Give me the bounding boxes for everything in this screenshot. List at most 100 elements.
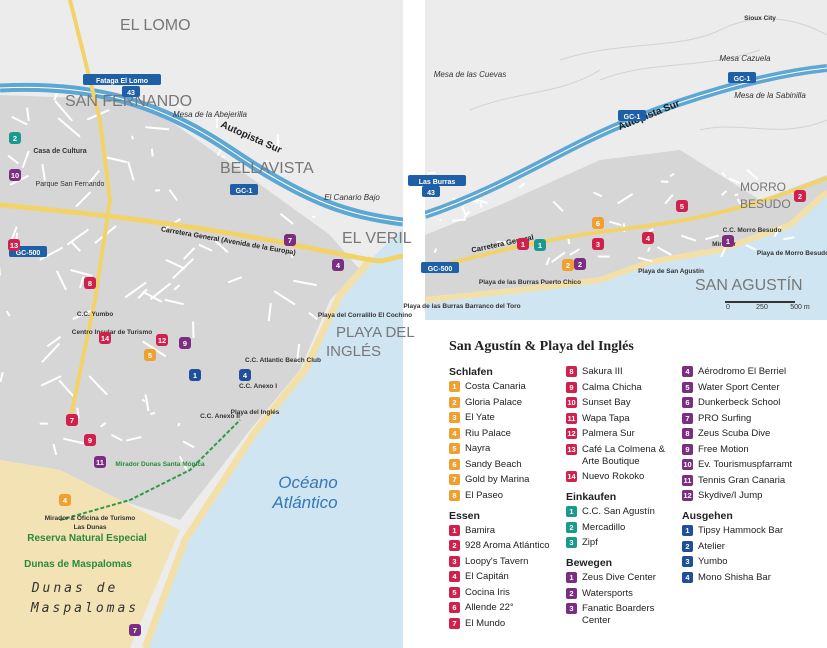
poi-marker (66, 414, 78, 426)
street (227, 276, 243, 284)
legend-badge: 3 (566, 537, 577, 548)
street (0, 372, 4, 383)
legend-badge: 14 (566, 471, 577, 482)
street (41, 164, 46, 181)
legend-name: Zipf (582, 537, 598, 548)
legend-badge: 12 (566, 428, 577, 439)
legend-badge: 1 (449, 524, 460, 536)
road-sign-label: GC-500 (16, 250, 41, 257)
place-label: El Canario Bajo (324, 193, 380, 202)
poi-number: 12 (158, 336, 166, 345)
place-label: Playa del Corralillo El Cochino (318, 312, 412, 319)
legend-item: 8 Zeus Scuba Dive (682, 428, 798, 440)
place-label: BELLAVISTA (220, 160, 314, 177)
place-label: Playa de las Burras Barranco del Toro (403, 303, 520, 310)
legend-badge: 5 (682, 381, 693, 393)
street (11, 115, 28, 126)
legend-item: 12 Palmera Sur (566, 428, 682, 440)
legend-badge: 12 (682, 490, 693, 501)
legend-item: 13 Café La Colmena & Arte Boutique (566, 443, 682, 468)
street (150, 411, 156, 415)
legend-name: El Mundo (465, 617, 506, 629)
legend-name: Sandy Beach (465, 458, 522, 470)
poi-number: 1 (726, 237, 730, 246)
street (178, 455, 188, 471)
street (664, 194, 674, 205)
street (439, 218, 442, 222)
poi-marker (722, 235, 734, 247)
legend-item: 6 Sandy Beach (449, 458, 565, 471)
legend-item: 6 Allende 22° (449, 602, 565, 614)
place-label: Las Dunas (74, 524, 107, 531)
legend-name: Ev. Tourismuspfarramt (698, 459, 793, 470)
poi-number: 5 (148, 351, 152, 360)
legend-heading: Schlafen (449, 366, 493, 378)
legend-item: 3 Fanatic Boarders Center (566, 603, 682, 627)
road-sign (122, 86, 140, 97)
road-sign-label: 43 (427, 190, 435, 197)
poi-marker (8, 239, 20, 251)
legend-badge: 5 (449, 586, 460, 598)
poi-marker (332, 259, 344, 271)
street (265, 159, 275, 166)
poi-marker (129, 624, 141, 636)
place-label: Mesa de la Sabinilla (734, 91, 806, 100)
street (76, 407, 80, 419)
street (164, 298, 184, 306)
street (433, 248, 438, 254)
legend-item: 3 Zipf (566, 537, 682, 549)
legend-badge: 3 (682, 556, 693, 567)
legend-item: 1 Zeus Dive Center (566, 572, 682, 584)
street (496, 240, 509, 244)
place-label: INGLÉS (326, 343, 381, 360)
scale-label: 500 m (790, 304, 810, 311)
street (70, 269, 93, 277)
road-sign-label: GC-500 (428, 266, 453, 273)
legend-name: Allende 22° (465, 602, 514, 613)
poi-marker (562, 259, 574, 271)
legend-item: 5 Nayra (449, 443, 565, 455)
poi-marker (84, 434, 96, 446)
poi-number: 3 (596, 240, 600, 249)
street (569, 248, 581, 256)
legend-badge: 11 (566, 412, 577, 424)
legend-badge: 7 (682, 412, 693, 424)
legend-badge: 6 (449, 458, 460, 470)
legend-badge: 4 (682, 366, 693, 377)
street (550, 251, 566, 264)
legend-item: 2 Watersports (566, 587, 682, 600)
legend-item: 1 Costa Canaria (449, 381, 565, 393)
legend-name: Palmera Sur (582, 428, 635, 439)
street (736, 198, 742, 205)
legend-badge: 11 (682, 474, 693, 486)
street (165, 258, 186, 270)
street (783, 236, 795, 241)
legend-name: Sakura III (582, 366, 623, 377)
street (55, 270, 67, 291)
street (100, 421, 107, 428)
legend-item: 11 Tennis Gran Canaria (682, 474, 798, 487)
legend-item: 4 El Capitán (449, 571, 565, 583)
legend-name: Skydive/I Jump (698, 490, 763, 501)
road-sign-label: GC-1 (734, 76, 751, 83)
street (221, 155, 225, 158)
legend-badge: 8 (566, 366, 577, 377)
poi-marker (574, 258, 586, 270)
legend-item: 4 Riu Palace (449, 427, 565, 440)
place-label: Reserva Natural Especial (27, 533, 147, 544)
legend-name: Sunset Bay (582, 397, 631, 408)
place-label: SAN AGUSTÍN (695, 275, 803, 294)
street (125, 436, 142, 442)
poi-number: 13 (10, 241, 18, 250)
place-label: Playa de Morro Besudo (757, 250, 827, 257)
poi-number: 4 (646, 234, 651, 243)
road-sign-label: Fataga El Lomo (96, 78, 148, 85)
street (54, 100, 74, 122)
legend-name: Atelier (698, 540, 725, 552)
road-sign (728, 72, 756, 83)
legend-item: 4 Mono Shisha Bar (682, 571, 798, 584)
street (66, 228, 90, 246)
poi-number: 2 (13, 134, 17, 143)
street (168, 189, 178, 202)
street (46, 335, 62, 348)
